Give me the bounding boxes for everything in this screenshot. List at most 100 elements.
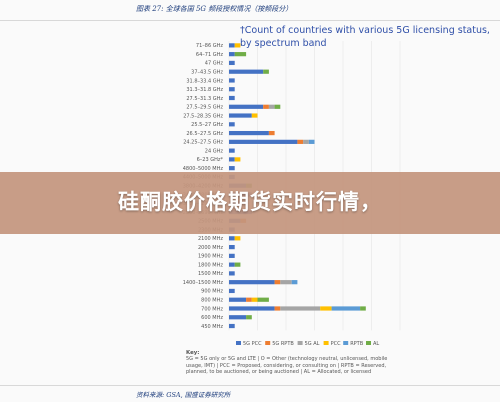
category-label: 800 MHz (201, 298, 223, 304)
category-label: 25.5–27 GHz (191, 122, 223, 128)
category-label: 700 MHz (201, 306, 223, 312)
bar-segment (229, 297, 247, 302)
bar-segment (234, 52, 247, 57)
bar-segment (229, 280, 275, 285)
category-label: 600 MHz (201, 315, 223, 321)
figure-footer: 资料来源: GSA, 国盛证券研究所 (0, 385, 500, 402)
key-title: Key: (186, 350, 200, 356)
bar-segment (229, 87, 235, 92)
chart-title-line-2: by spectrum band (240, 38, 327, 49)
bar-segment (229, 236, 235, 241)
bar-segment (229, 43, 235, 48)
bar-segment (251, 297, 258, 302)
legend-label: AL (373, 341, 379, 347)
bar-segment (229, 244, 235, 250)
bar-segment (308, 139, 315, 144)
category-label: 27.5–31.3 GHz (186, 96, 223, 102)
bar-segment (229, 157, 235, 162)
legend-swatch (265, 341, 271, 345)
bar-segment (229, 130, 269, 136)
bar-segment (274, 280, 281, 285)
category-label: 450 MHz (201, 324, 223, 330)
category-label: 26.5–27.5 GHz (186, 131, 223, 137)
legend-label: 5G AL (305, 341, 320, 347)
bar-segment (274, 104, 281, 109)
legend-swatch (297, 341, 303, 345)
bar-segment (234, 262, 241, 267)
key-line: 5G = 5G only or 5G and LTE | O = Other (… (186, 356, 388, 363)
legend-swatch (236, 341, 241, 345)
category-label: 47 GHz (205, 61, 224, 67)
bar-segment (257, 297, 269, 302)
figure-header: 图表 27: 全球各国 5G 频段授权情况（按频段分） (0, 0, 500, 22)
bar-segment (229, 78, 235, 83)
bar-segment (360, 306, 366, 311)
bar-segment (229, 69, 264, 74)
category-label: 71–86 GHz (196, 43, 223, 49)
bar-segment (280, 280, 292, 285)
legend-label: 5G PCC (243, 341, 262, 347)
bar-segment (331, 306, 361, 311)
bar-segment (229, 113, 252, 118)
legend-swatch (366, 341, 371, 345)
category-label: 31.3–31.8 GHz (186, 87, 223, 93)
bar-segment (246, 297, 252, 302)
category-label: 1400–1500 MHz (183, 280, 224, 286)
bar-segment (234, 157, 241, 162)
bar-segment (229, 122, 235, 127)
category-label: 24 GHz (205, 148, 224, 154)
key-line: planned, to be auctioned, or being aucti… (186, 369, 372, 376)
bar-segment (234, 43, 241, 48)
bar-segment (229, 139, 298, 144)
bar-segment (274, 306, 281, 311)
category-label: 64–71 GHz (196, 52, 223, 58)
legend-swatch (323, 341, 329, 345)
bar-segment (229, 166, 235, 171)
bar-segment (251, 113, 258, 118)
category-label: 27.5–29.5 GHz (186, 105, 223, 111)
bar-segment (268, 130, 275, 136)
bar-segment (280, 306, 321, 311)
bar-segment (229, 323, 235, 329)
category-label: 1900 MHz (198, 254, 223, 260)
bar-segment (303, 139, 309, 144)
bar-segment (291, 280, 298, 285)
bar-segment (229, 288, 235, 294)
bar-segment (229, 315, 247, 320)
figure-source: 资料来源: GSA, 国盛证券研究所 (136, 391, 231, 399)
bar-segment (229, 306, 275, 311)
bar-segment (229, 253, 235, 258)
bar-segment (246, 315, 252, 320)
legend-label: PCC (331, 341, 342, 347)
category-label: 37–43.5 GHz (191, 69, 223, 75)
category-label: 4800–5000 MHz (183, 166, 224, 172)
overlay-banner: 硅酮胶价格期货实时行情， (0, 172, 500, 234)
bar-segment (297, 139, 304, 144)
legend-swatch (343, 341, 349, 345)
bar-segment (263, 69, 269, 74)
legend-label: RPTB (350, 341, 364, 347)
chart-legend: 5G PCC 5G RPTB 5G AL PCC RPTB AL (236, 341, 379, 347)
bar-segment (320, 306, 332, 311)
bar-segment (229, 52, 235, 57)
banner-text: 硅酮胶价格期货实时行情， (118, 190, 382, 214)
bar-segment (263, 104, 269, 109)
category-label: 2000 MHz (198, 245, 223, 251)
figure-caption: 图表 27: 全球各国 5G 频段授权情况（按频段分） (136, 5, 293, 13)
category-label: 6–23 GHz* (197, 157, 224, 163)
footer-divider (0, 385, 500, 386)
bar-segment (229, 262, 235, 267)
key-line: usage, IMT) | PCC = Proposed, considerin… (186, 362, 387, 369)
category-label: 900 MHz (201, 289, 223, 295)
bar-segment (229, 104, 264, 109)
bar-segment (229, 271, 235, 276)
category-label: 1800 MHz (198, 262, 223, 268)
category-label: 1500 MHz (198, 271, 223, 277)
bar-segment (229, 148, 235, 153)
legend-label: 5G RPTB (272, 341, 294, 347)
chart-title-line-1: †Count of countries with various 5G lice… (240, 25, 490, 36)
category-label: 31.8–33.4 GHz (186, 78, 223, 84)
bar-segment (268, 104, 275, 109)
category-label: 2100 MHz (198, 236, 223, 242)
